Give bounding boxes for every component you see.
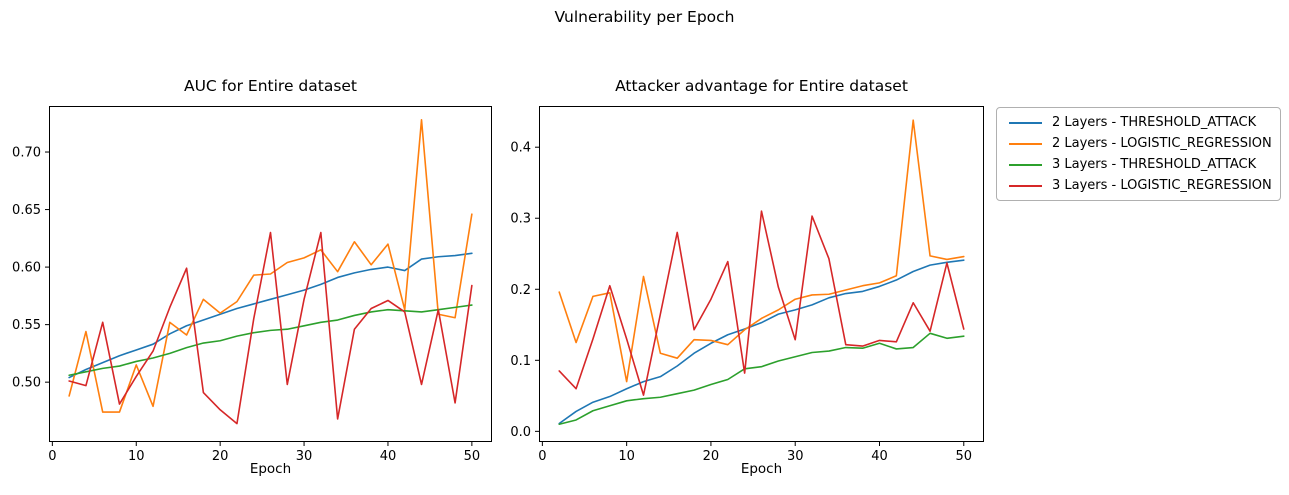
- svg-text:0.4: 0.4: [510, 141, 531, 156]
- legend-label: 2 Layers - LOGISTIC_REGRESSION: [1052, 136, 1272, 151]
- figure-title: Vulnerability per Epoch: [554, 8, 735, 26]
- svg-text:0.65: 0.65: [12, 203, 41, 218]
- legend-label: 3 Layers - THRESHOLD_ATTACK: [1052, 157, 1257, 172]
- legend-label: 2 Layers - THRESHOLD_ATTACK: [1052, 115, 1257, 130]
- svg-text:30: 30: [787, 449, 804, 464]
- svg-text:40: 40: [380, 449, 397, 464]
- legend-item: 3 Layers - LOGISTIC_REGRESSION: [1009, 175, 1280, 196]
- svg-text:0.70: 0.70: [12, 146, 41, 161]
- legend-line-swatch-green: [1009, 163, 1042, 166]
- svg-text:30: 30: [296, 449, 313, 464]
- advantage-x-axis-label: Epoch: [740, 461, 783, 477]
- auc-chart-canvas: 0 10 20 30 40 50 0.50 0.55 0.60 0.65 0.70: [12, 106, 492, 464]
- legend-line-swatch-blue: [1009, 121, 1042, 124]
- legend-line-swatch-red: [1009, 184, 1042, 187]
- svg-text:0.60: 0.60: [12, 261, 41, 276]
- auc-x-axis-label: Epoch: [249, 461, 292, 477]
- advantage-chart-title: Attacker advantage for Entire dataset: [615, 77, 908, 95]
- legend-label: 3 Layers - LOGISTIC_REGRESSION: [1052, 178, 1272, 193]
- legend-item: 3 Layers - THRESHOLD_ATTACK: [1009, 154, 1280, 175]
- svg-text:20: 20: [212, 449, 229, 464]
- auc-chart-title: AUC for Entire dataset: [183, 77, 358, 95]
- svg-text:0.50: 0.50: [12, 376, 41, 391]
- svg-text:0.0: 0.0: [510, 425, 531, 440]
- svg-text:40: 40: [871, 449, 888, 464]
- svg-text:10: 10: [128, 449, 145, 464]
- legend-item: 2 Layers - LOGISTIC_REGRESSION: [1009, 133, 1280, 154]
- svg-text:20: 20: [703, 449, 720, 464]
- advantage-chart-canvas: 0 10 20 30 40 50 0.0 0.1 0.2 0.3 0.4: [510, 106, 984, 464]
- svg-text:0.3: 0.3: [510, 212, 531, 227]
- svg-text:50: 50: [464, 449, 481, 464]
- svg-text:50: 50: [955, 449, 972, 464]
- legend-box: 2 Layers - THRESHOLD_ATTACK 2 Layers - L…: [996, 107, 1281, 201]
- legend-item: 2 Layers - THRESHOLD_ATTACK: [1009, 112, 1280, 133]
- svg-text:0.1: 0.1: [510, 354, 531, 369]
- svg-text:0: 0: [538, 449, 546, 464]
- svg-text:10: 10: [618, 449, 635, 464]
- legend-line-swatch-orange: [1009, 142, 1042, 145]
- svg-text:0: 0: [48, 449, 56, 464]
- svg-text:0.2: 0.2: [510, 283, 531, 298]
- svg-text:0.55: 0.55: [12, 318, 41, 333]
